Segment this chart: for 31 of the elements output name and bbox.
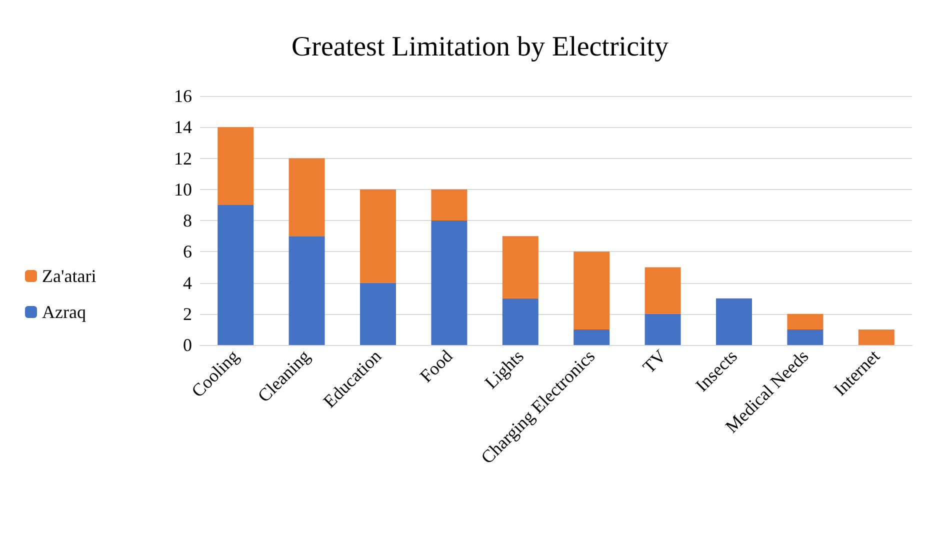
bar	[360, 189, 396, 283]
y-tick-label: 0	[183, 335, 192, 355]
bar	[431, 189, 468, 220]
bar	[787, 329, 824, 345]
bar	[502, 298, 538, 345]
bar	[644, 267, 681, 314]
chart-title: Greatest Limitation by Electricity	[291, 32, 669, 62]
y-tick-label: 12	[174, 148, 192, 168]
bar	[288, 158, 325, 236]
bar	[574, 329, 610, 345]
bar	[431, 220, 468, 345]
bar	[644, 314, 681, 345]
bar	[360, 282, 396, 345]
y-tick-label: 4	[183, 272, 192, 293]
bar	[218, 127, 254, 205]
y-tick-label: 2	[183, 304, 192, 324]
y-tick-label: 14	[174, 117, 192, 138]
y-tick-label: 8	[183, 210, 192, 230]
bar	[787, 314, 824, 330]
bar	[502, 236, 538, 298]
y-tick-label: 16	[174, 86, 192, 106]
legend-label: Azraq	[42, 302, 86, 322]
bar	[574, 252, 610, 330]
bar	[288, 236, 325, 345]
y-tick-label: 10	[174, 179, 192, 200]
x-tick-label: TV	[638, 346, 670, 378]
bar	[858, 329, 894, 345]
y-tick-label: 6	[183, 242, 192, 262]
bar	[716, 298, 752, 345]
bar	[218, 204, 254, 345]
legend-label: Za'atari	[42, 266, 96, 286]
